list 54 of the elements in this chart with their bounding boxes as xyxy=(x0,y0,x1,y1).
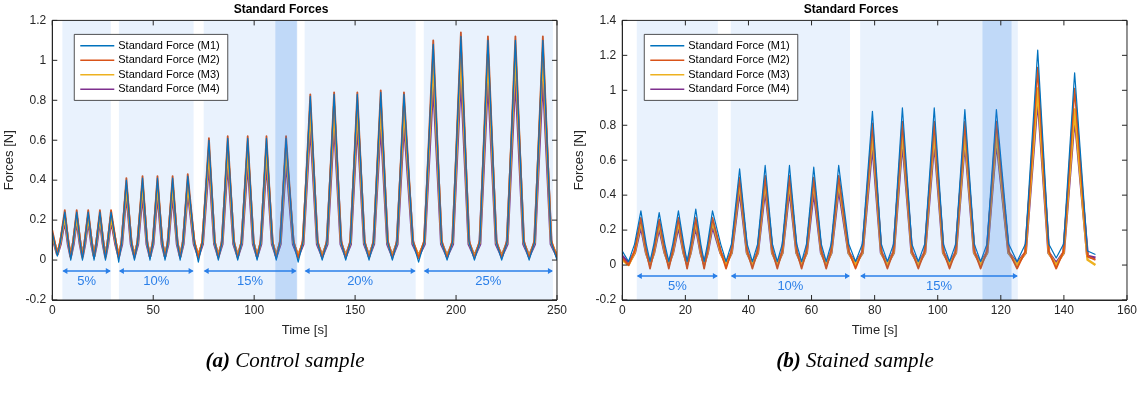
x-axis-title: Time [s] xyxy=(281,321,328,337)
y-tick-label: 1.2 xyxy=(29,12,47,27)
chart-title: Standard Forces xyxy=(233,1,329,16)
x-tick-label: 40 xyxy=(741,302,756,317)
y-tick-label: -0.2 xyxy=(595,292,617,307)
legend-label: Standard Force (M3) xyxy=(118,67,220,80)
y-tick-label: 1 xyxy=(39,52,47,67)
x-tick-label: 140 xyxy=(1053,302,1075,317)
x-tick-label: 250 xyxy=(546,302,568,317)
y-tick-label: -0.2 xyxy=(25,292,47,307)
y-tick-label: 0 xyxy=(609,257,617,272)
x-tick-label: 100 xyxy=(244,302,265,317)
y-tick-label: 1.2 xyxy=(599,47,617,62)
x-tick-label: 50 xyxy=(146,302,161,317)
band-label: 15% xyxy=(925,278,953,294)
y-axis-title: Forces [N] xyxy=(1,130,17,191)
y-tick-label: 0.2 xyxy=(599,222,617,237)
x-tick-label: 20 xyxy=(678,302,693,317)
y-tick-label: 0.4 xyxy=(599,187,617,202)
x-tick-label: 120 xyxy=(990,302,1012,317)
legend-label: Standard Force (M1) xyxy=(118,38,220,51)
y-tick-label: 0.4 xyxy=(29,172,47,187)
chart-title: Standard Forces xyxy=(803,1,899,16)
x-tick-label: 200 xyxy=(446,302,467,317)
legend-label: Standard Force (M4) xyxy=(118,82,220,95)
band-label: 20% xyxy=(347,273,374,289)
x-tick-label: 160 xyxy=(1116,302,1138,317)
x-tick-label: 60 xyxy=(804,302,819,317)
legend-label: Standard Force (M1) xyxy=(688,38,790,51)
band-label: 10% xyxy=(143,273,170,289)
legend-label: Standard Force (M3) xyxy=(688,67,790,80)
band-label: 5% xyxy=(667,278,688,294)
legend-label: Standard Force (M2) xyxy=(118,53,220,66)
text: (b) Stained sample xyxy=(776,348,934,372)
y-tick-label: 0.2 xyxy=(29,212,47,227)
band-label: 5% xyxy=(77,273,97,289)
legend-label: Standard Force (M2) xyxy=(688,53,790,66)
y-tick-label: 1 xyxy=(609,82,617,97)
band-label: 25% xyxy=(475,273,502,289)
band-label: 15% xyxy=(237,273,264,289)
x-tick-label: 150 xyxy=(345,302,366,317)
legend-label: Standard Force (M4) xyxy=(688,82,790,95)
y-tick-label: 0.8 xyxy=(599,117,617,132)
y-axis-title: Forces [N] xyxy=(571,130,587,191)
y-tick-label: 0 xyxy=(39,252,47,267)
x-axis-title: Time [s] xyxy=(851,321,898,337)
y-tick-label: 0.6 xyxy=(29,132,47,147)
y-tick-label: 1.4 xyxy=(599,12,617,27)
x-tick-label: 80 xyxy=(867,302,882,317)
text: (a) Control sample xyxy=(205,348,365,372)
y-tick-label: 0.8 xyxy=(29,92,47,107)
y-tick-label: 0.6 xyxy=(599,152,617,167)
x-tick-label: 100 xyxy=(927,302,949,317)
band-label: 10% xyxy=(777,278,804,294)
